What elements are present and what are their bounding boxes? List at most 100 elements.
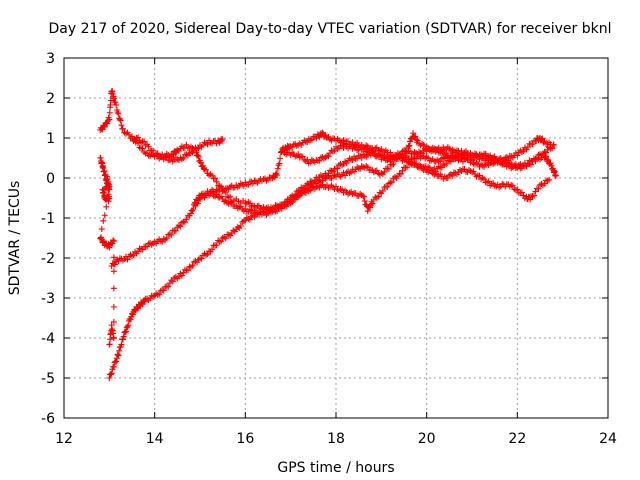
point-marker <box>174 275 181 282</box>
point-marker <box>532 188 539 195</box>
point-marker <box>384 183 391 190</box>
x-tick-label-20: 20 <box>418 431 436 447</box>
point-marker <box>550 141 557 148</box>
point-marker <box>112 261 118 268</box>
point-marker <box>375 193 382 200</box>
point-marker <box>145 143 152 150</box>
point-marker <box>552 172 559 179</box>
point-marker <box>183 141 190 148</box>
y-tick-label--4: -4 <box>41 331 55 347</box>
point-marker <box>110 303 117 310</box>
point-marker <box>240 182 247 189</box>
point-marker <box>485 178 492 185</box>
point-marker <box>122 328 129 335</box>
point-marker <box>470 168 477 175</box>
point-marker <box>444 175 451 182</box>
point-marker <box>381 168 388 175</box>
point-marker <box>349 139 356 146</box>
point-marker <box>385 155 392 162</box>
point-marker <box>193 149 200 156</box>
point-marker <box>443 160 450 167</box>
point-marker <box>219 136 226 143</box>
y-tick-label-3: 3 <box>46 51 55 67</box>
point-marker <box>172 227 179 234</box>
series-track-e <box>192 147 559 218</box>
point-marker <box>119 125 126 132</box>
point-marker <box>535 185 542 192</box>
point-marker <box>104 120 111 127</box>
point-marker <box>160 287 167 294</box>
grid <box>64 58 608 418</box>
point-marker <box>364 208 371 215</box>
point-marker <box>449 172 456 179</box>
point-marker <box>181 219 188 226</box>
x-tick-label-22: 22 <box>508 431 526 447</box>
point-marker <box>410 130 417 137</box>
point-marker <box>352 190 359 197</box>
point-marker <box>103 203 110 210</box>
point-marker <box>508 153 515 160</box>
point-marker <box>144 243 151 250</box>
point-marker <box>107 371 114 378</box>
y-axis-tick-labels: -6 -5 -4 -3 -2 -1 0 1 2 3 <box>41 51 55 427</box>
point-marker <box>224 193 231 200</box>
point-marker <box>141 298 148 305</box>
point-marker <box>116 347 123 354</box>
point-marker <box>449 152 456 159</box>
point-marker <box>277 155 284 162</box>
point-marker <box>178 156 185 163</box>
x-axis-tick-labels: 12 14 16 18 20 22 24 <box>55 431 617 447</box>
point-marker <box>532 158 539 165</box>
y-tick-label-0: 0 <box>46 171 55 187</box>
y-tick-label--3: -3 <box>41 291 55 307</box>
point-marker <box>110 95 117 102</box>
point-marker <box>278 205 285 212</box>
point-marker <box>165 283 172 290</box>
y-tick-label-2: 2 <box>46 91 55 107</box>
point-marker <box>194 200 201 207</box>
point-marker <box>408 159 415 166</box>
point-marker <box>437 158 444 165</box>
point-marker <box>163 235 170 242</box>
point-marker <box>168 231 175 238</box>
point-marker <box>505 157 512 164</box>
point-marker <box>166 231 173 238</box>
point-marker <box>385 165 392 172</box>
point-marker <box>434 146 441 153</box>
point-marker <box>276 160 283 167</box>
point-marker <box>112 99 119 106</box>
point-marker <box>184 267 191 274</box>
point-marker <box>227 232 234 239</box>
y-tick-label-1: 1 <box>46 131 55 147</box>
point-marker <box>546 176 553 183</box>
point-marker <box>549 145 556 152</box>
point-marker <box>141 138 148 145</box>
point-marker <box>299 153 306 160</box>
point-marker <box>413 155 420 162</box>
point-marker <box>113 101 120 108</box>
point-marker <box>118 122 125 129</box>
point-marker <box>110 268 117 275</box>
point-marker <box>316 157 323 164</box>
point-marker <box>325 153 332 160</box>
point-marker <box>308 136 315 143</box>
point-marker <box>397 152 404 159</box>
chart-title: Day 217 of 2020, Sidereal Day-to-day VTE… <box>49 21 612 37</box>
series-cluster-13h <box>97 154 117 348</box>
point-marker <box>194 152 201 159</box>
point-marker <box>190 206 197 213</box>
point-marker <box>213 191 220 198</box>
point-marker <box>404 164 411 171</box>
point-marker <box>195 153 202 160</box>
point-marker <box>307 187 314 194</box>
point-marker <box>114 256 121 263</box>
point-marker <box>200 162 207 169</box>
point-marker <box>124 256 131 263</box>
point-marker <box>222 235 229 242</box>
point-marker <box>141 149 148 156</box>
point-marker <box>411 154 418 161</box>
point-marker <box>122 130 129 137</box>
point-marker <box>481 176 488 183</box>
point-marker <box>117 117 124 124</box>
